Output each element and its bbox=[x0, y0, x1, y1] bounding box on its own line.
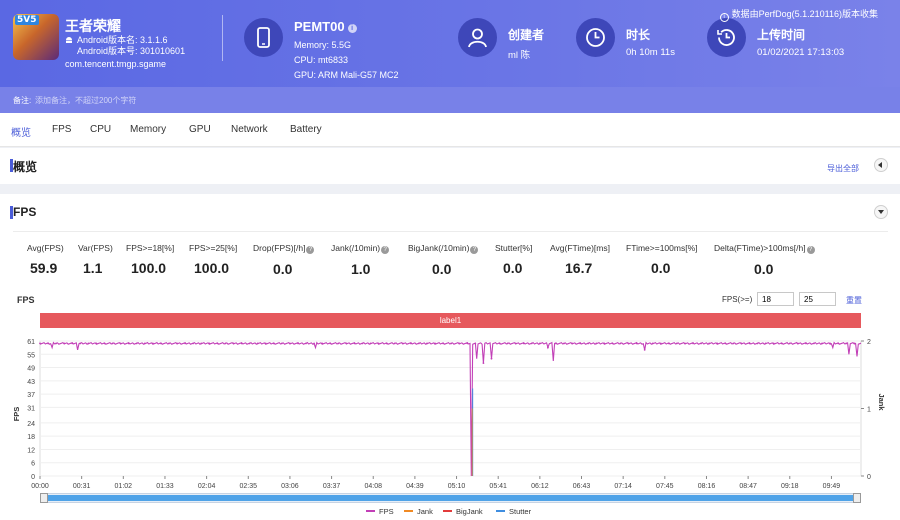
duration-label: 时长 bbox=[626, 28, 651, 42]
stat-avg-fps: Avg(FPS) 59.9 bbox=[27, 243, 64, 276]
divider bbox=[13, 231, 888, 232]
app-version: Android版本名: 3.1.1.6 Android版本号: 30101060… bbox=[65, 35, 185, 57]
fps-section-title: FPS bbox=[9, 205, 37, 219]
tab-network[interactable]: Network bbox=[231, 124, 268, 135]
slider-handle-right[interactable] bbox=[853, 493, 861, 503]
tab-battery[interactable]: Battery bbox=[290, 124, 322, 135]
device-memory: Memory: 5.5G bbox=[294, 40, 352, 50]
slider-handle-left[interactable] bbox=[40, 493, 48, 503]
stat-ftime-ge-100: FTime>=100ms[%] 0.0 bbox=[626, 243, 698, 276]
stat-jank: Jank(/10min)? 1.0 bbox=[331, 243, 390, 277]
device-name: PEMT00 i bbox=[294, 19, 357, 34]
user-icon bbox=[458, 18, 497, 57]
legend-jank[interactable]: Jank bbox=[404, 507, 433, 516]
fps-threshold-input-1[interactable] bbox=[757, 292, 794, 306]
device-info-icon[interactable]: i bbox=[347, 24, 357, 33]
fps-threshold-input-2[interactable] bbox=[799, 292, 836, 306]
android-version-name: Android版本名: 3.1.1.6 bbox=[77, 35, 168, 45]
stat-stutter: Stutter[%] 0.0 bbox=[495, 243, 533, 276]
device-cpu: CPU: mt6833 bbox=[294, 55, 349, 65]
stat-var-fps: Var(FPS) 1.1 bbox=[78, 243, 113, 276]
android-version-code: Android版本号: 301010601 bbox=[77, 46, 186, 56]
tab-memory[interactable]: Memory bbox=[130, 124, 167, 135]
note-input[interactable]: 添加备注，不超过200个字符 bbox=[35, 96, 137, 105]
history-icon bbox=[707, 18, 746, 57]
report-header: 5V5 王者荣耀 Android版本名: 3.1.1.6 Android版本号:… bbox=[0, 0, 900, 113]
collapse-down-icon[interactable] bbox=[874, 205, 888, 219]
legend-fps[interactable]: FPS bbox=[366, 507, 394, 516]
app-icon-tag: 5V5 bbox=[15, 15, 39, 25]
label-band[interactable]: label1 bbox=[40, 313, 861, 328]
upload-value: 01/02/2021 17:13:03 bbox=[757, 47, 845, 58]
clock-icon bbox=[576, 18, 615, 57]
tab-cpu[interactable]: CPU bbox=[90, 124, 112, 135]
note-label: 备注: bbox=[13, 96, 32, 105]
export-all-link[interactable]: 导出全部 bbox=[827, 164, 859, 173]
collector-note: i 数据由PerfDog(5.1.210116)版本收集 bbox=[719, 7, 878, 22]
tab-gpu[interactable]: GPU bbox=[189, 124, 211, 135]
slider-range bbox=[48, 495, 853, 501]
device-gpu: GPU: ARM Mali-G57 MC2 bbox=[294, 70, 399, 80]
app-icon: 5V5 bbox=[13, 14, 59, 60]
overview-card: 概览 导出全部 bbox=[0, 148, 900, 184]
app-package: com.tencent.tmgp.sgame bbox=[65, 59, 167, 69]
upload-label: 上传时间 bbox=[757, 28, 806, 42]
chart-title: FPS bbox=[17, 295, 35, 305]
stat-fps-ge-25: FPS>=25[%] 100.0 bbox=[189, 243, 238, 276]
duration-value: 0h 10m 11s bbox=[626, 47, 675, 58]
creator-label: 创建者 bbox=[508, 28, 545, 42]
fps-threshold-label: FPS(>=) bbox=[722, 295, 753, 304]
tab-bar: 概览 FPS CPU Memory GPU Network Battery bbox=[0, 113, 900, 147]
legend-bigjank[interactable]: BigJank bbox=[443, 507, 483, 516]
legend-stutter[interactable]: Stutter bbox=[496, 507, 531, 516]
help-icon[interactable]: ? bbox=[306, 246, 315, 254]
time-range-slider[interactable] bbox=[40, 493, 861, 503]
info-icon: i bbox=[719, 13, 729, 22]
creator-value: ml 陈 bbox=[508, 50, 531, 61]
stat-delta-ftime: Delta(FTime)>100ms[/h]? 0.0 bbox=[714, 243, 815, 277]
phone-icon bbox=[244, 18, 283, 57]
header-divider bbox=[222, 15, 223, 61]
stat-drop-fps: Drop(FPS)[/h]? 0.0 bbox=[253, 243, 315, 277]
reset-button[interactable]: 重置 bbox=[846, 296, 862, 305]
overview-title: 概览 bbox=[9, 159, 38, 174]
stat-avg-ftime: Avg(FTime)[ms] 16.7 bbox=[550, 243, 610, 276]
tab-overview[interactable]: 概览 bbox=[11, 128, 31, 139]
collapse-left-icon[interactable] bbox=[874, 158, 888, 172]
tab-fps[interactable]: FPS bbox=[52, 124, 72, 135]
note-bar: 备注: 添加备注，不超过200个字符 bbox=[0, 87, 900, 113]
app-name: 王者荣耀 bbox=[65, 18, 121, 34]
android-icon bbox=[66, 37, 72, 43]
help-icon[interactable]: ? bbox=[806, 246, 815, 254]
help-icon[interactable]: ? bbox=[381, 246, 390, 254]
help-icon[interactable]: ? bbox=[470, 246, 479, 254]
stat-bigjank: BigJank(/10min)? 0.0 bbox=[408, 243, 479, 277]
stat-fps-ge-18: FPS>=18[%] 100.0 bbox=[126, 243, 175, 276]
